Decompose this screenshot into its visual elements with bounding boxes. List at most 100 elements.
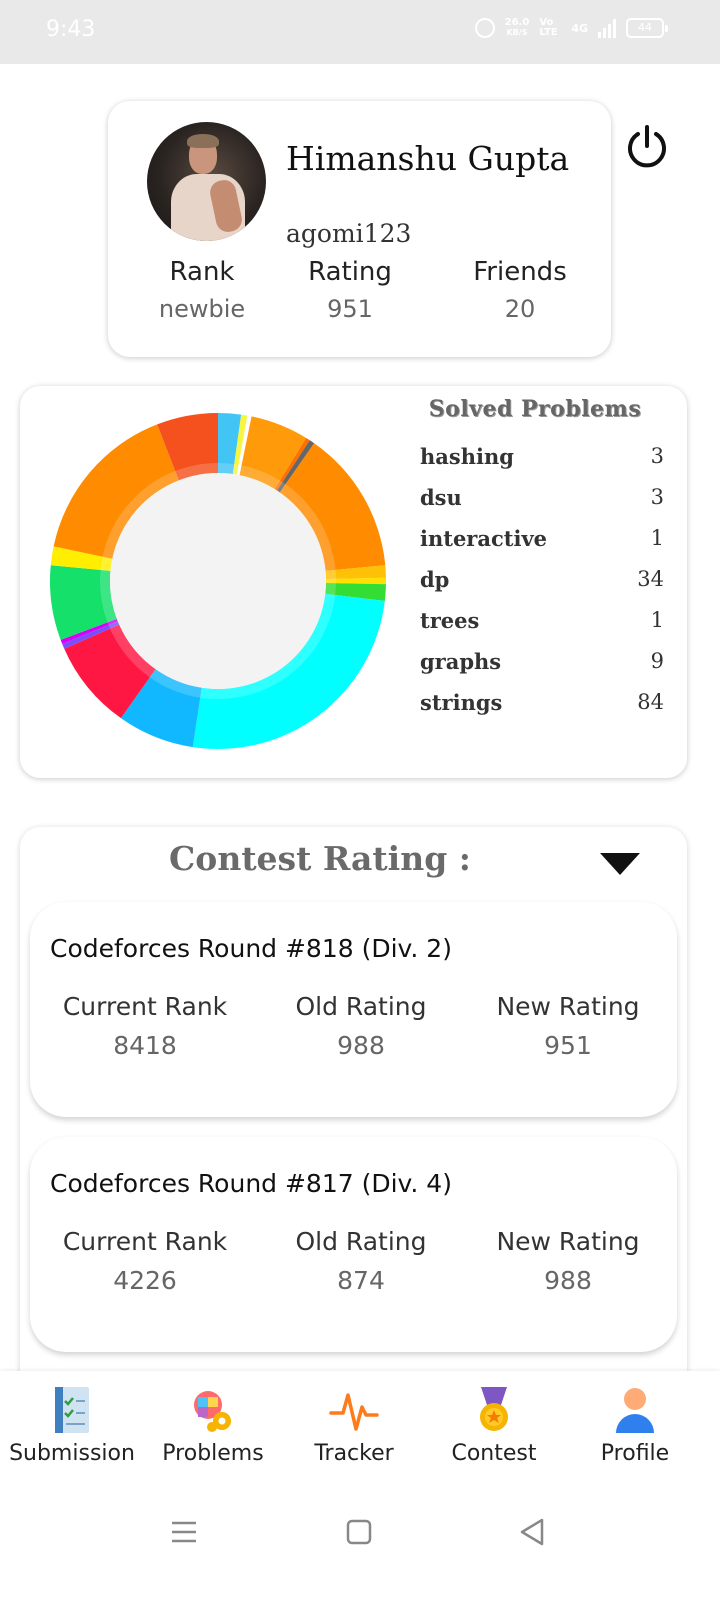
bottom-nav: Submission Problems Tracker Contest (0, 1371, 720, 1486)
tag-row: hashing 3 (420, 444, 664, 485)
contest-stat-value: 4226 (113, 1266, 177, 1295)
nav-label: Contest (451, 1441, 537, 1466)
donut-slice (62, 621, 120, 649)
contest-current-rank: Current Rank 4226 (40, 1227, 250, 1295)
donut-slice (50, 546, 113, 571)
solved-problems-title: Solved Problems (428, 396, 642, 422)
donut-slice (120, 669, 202, 748)
stat-label: Friends (473, 257, 567, 287)
donut-slice (232, 414, 248, 475)
donut-slice (50, 565, 117, 640)
contest-rating-section: Contest Rating : Codeforces Round #818 (… (20, 827, 687, 1387)
contest-old-rating: Old Rating 874 (256, 1227, 466, 1295)
pulse-icon (329, 1393, 379, 1431)
clipboard-check-icon (55, 1387, 89, 1433)
status-bar: 9:43 26.0 KB/S Vo LTE 4G 44 (0, 0, 720, 64)
tag-name: dp (420, 567, 450, 592)
tag-count: 34 (637, 567, 664, 591)
contest-stat-label: Current Rank (62, 1227, 228, 1256)
power-icon[interactable] (624, 124, 670, 170)
nav-label: Problems (162, 1441, 264, 1466)
stat-friends: Friends 20 (450, 257, 590, 323)
nav-label: Profile (600, 1441, 670, 1466)
stat-label: Rank (169, 257, 235, 287)
contest-new-rating: New Rating 988 (463, 1227, 673, 1295)
menu-icon[interactable] (164, 1512, 204, 1552)
status-time: 9:43 (46, 17, 96, 42)
back-icon[interactable] (512, 1512, 552, 1552)
nav-contest[interactable]: Contest (422, 1385, 566, 1466)
profile-card: Himanshu Gupta agomi123 Rank newbie Rati… (108, 101, 611, 357)
donut-slice (218, 413, 242, 475)
net-speed-unit: KB/S (506, 28, 528, 37)
network-type: 4G (571, 21, 588, 35)
tag-count: 9 (650, 649, 664, 673)
donut-slice (274, 438, 310, 491)
person-icon (616, 1388, 654, 1433)
alarm-icon (474, 18, 495, 38)
tag-name: strings (420, 690, 503, 715)
donut-slice (236, 415, 252, 476)
solved-donut-chart (50, 413, 386, 749)
contest-stat-value: 951 (544, 1031, 592, 1060)
nav-submission[interactable]: Submission (0, 1385, 144, 1466)
stat-value: 951 (327, 295, 373, 323)
tag-row: interactive 1 (420, 526, 664, 567)
contest-name: Codeforces Round #817 (Div. 4) (50, 1169, 452, 1198)
contest-rating-heading: Contest Rating : (169, 839, 471, 878)
tag-row: dsu 3 (420, 485, 664, 526)
profile-name: Himanshu Gupta (286, 139, 570, 178)
avatar[interactable] (147, 122, 266, 241)
tag-name: graphs (420, 649, 502, 674)
donut-slice (192, 593, 385, 749)
donut-slice (279, 443, 386, 571)
contest-name: Codeforces Round #818 (Div. 2) (50, 934, 452, 963)
donut-slice (157, 413, 218, 481)
donut-slice (325, 583, 386, 602)
volte-icon: Vo LTE (539, 17, 558, 38)
contest-stat-label: New Rating (496, 1227, 640, 1256)
contest-stat-value: 988 (544, 1266, 592, 1295)
contest-stat-value: 8418 (113, 1031, 177, 1060)
contest-new-rating: New Rating 951 (463, 992, 673, 1060)
tag-count: 1 (650, 608, 664, 632)
contest-stat-label: Old Rating (295, 992, 427, 1021)
donut-slice (60, 618, 118, 644)
tag-name: hashing (420, 444, 514, 469)
donut-slice (277, 440, 315, 493)
home-icon[interactable] (339, 1512, 379, 1552)
stat-label: Rating (308, 257, 392, 287)
system-nav-bar (0, 1486, 720, 1600)
donut-center (110, 473, 326, 689)
avatar-hair (187, 134, 219, 148)
tag-count: 84 (637, 690, 664, 714)
dropdown-triangle-icon[interactable] (600, 853, 640, 875)
puzzle-gear-icon (194, 1391, 231, 1432)
stat-value: newbie (158, 295, 246, 323)
contest-card[interactable]: Codeforces Round #818 (Div. 2) Current R… (30, 902, 677, 1117)
contest-stat-value: 988 (337, 1031, 385, 1060)
donut-slice (239, 416, 307, 490)
nav-label: Submission (9, 1441, 135, 1466)
tag-row: trees 1 (420, 608, 664, 649)
contest-stat-label: New Rating (496, 992, 640, 1021)
stat-rank: Rank newbie (132, 257, 272, 323)
tag-name: dsu (420, 485, 462, 510)
tag-row: graphs 9 (420, 649, 664, 690)
battery-icon: 44 (626, 18, 668, 38)
profile-handle: agomi123 (286, 219, 412, 248)
tag-count: 1 (650, 526, 664, 550)
tag-count: 3 (650, 485, 664, 509)
contest-card[interactable]: Codeforces Round #817 (Div. 4) Current R… (30, 1137, 677, 1352)
medal-icon (480, 1387, 508, 1431)
donut-slice (325, 577, 386, 585)
donut-slice (53, 424, 179, 559)
net-speed: 26.0 KB/S (505, 18, 530, 38)
donut-slice (64, 624, 156, 719)
tag-name: trees (420, 608, 480, 633)
nav-problems[interactable]: Problems (141, 1385, 285, 1466)
nav-label: Tracker (314, 1441, 394, 1466)
nav-profile[interactable]: Profile (563, 1385, 707, 1466)
solved-problems-card: Solved Problems hashing 3 dsu 3 interactive 1… (20, 386, 687, 778)
nav-tracker[interactable]: Tracker (282, 1385, 426, 1466)
